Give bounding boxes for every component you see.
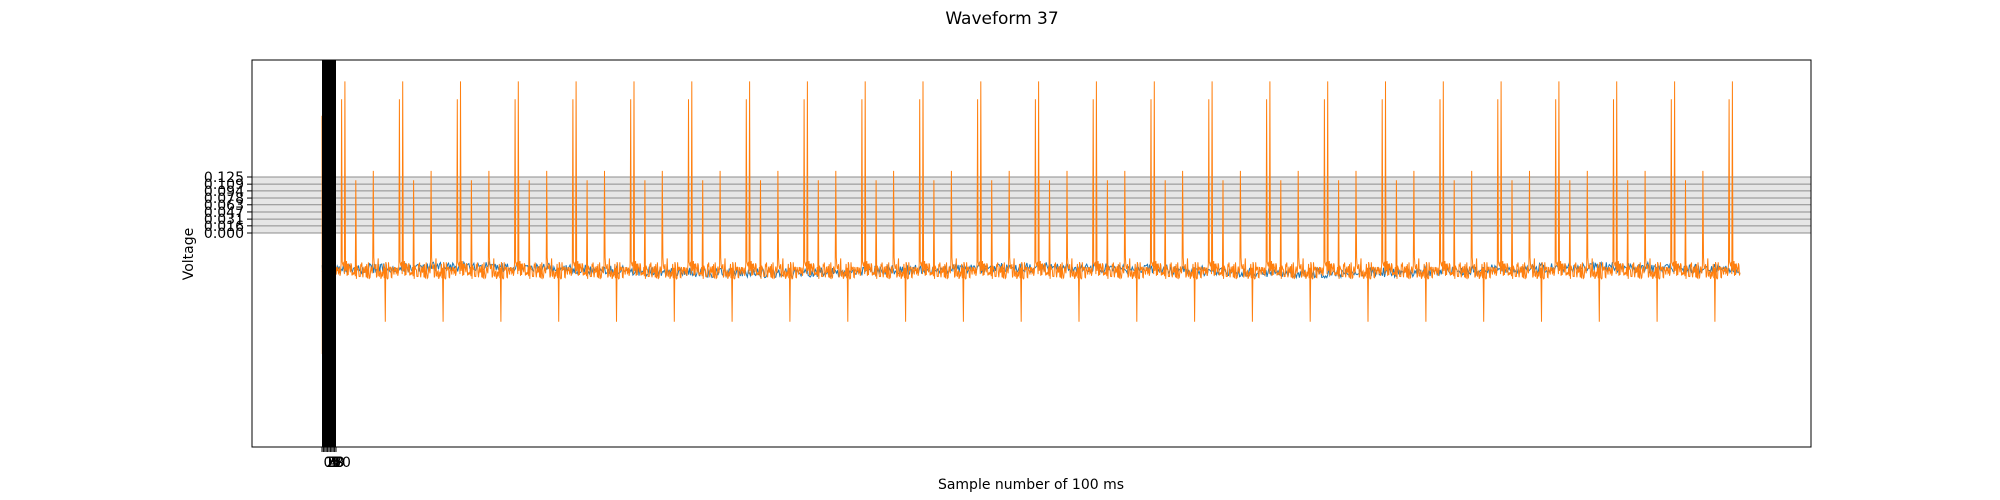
x-tick-label: 1 [325,455,334,471]
y-tick-labels: 0.0000.0160.0310.0470.0630.0780.0940.109… [204,170,252,242]
x-tick-label: 8 [335,455,344,471]
y-tick-label: 0.031 [204,212,244,228]
x-tick-label: 3 [328,455,337,471]
y-tick-label: 0.094 [204,184,244,200]
x-tick-label: 4 [329,455,338,471]
y-tick-label: 0.125 [204,170,244,186]
chart-title: Waveform 37 [945,9,1058,29]
y-tick-label: 0.078 [204,191,244,207]
x-tick-label: 6 [332,455,341,471]
x-tick-label: 5 [331,455,340,471]
y-tick-label: 0.063 [204,198,244,214]
y-tick-label: 0.016 [204,219,244,235]
y-tick-label: 0.047 [204,205,244,221]
y-grid-band [252,176,1811,234]
x-tick-overlap-bar [322,60,336,447]
x-tick-label: 2 [326,455,335,471]
series-line-orange [321,81,1741,322]
y-axis-label: Voltage [181,228,197,281]
x-tick-label: 9 [336,455,345,471]
x-tick-label: 7 [333,455,342,471]
x-tick-label: 10 [333,455,351,471]
plot-background [252,60,1811,447]
plot-area [252,60,1811,447]
x-tick-label: 0 [324,455,333,471]
y-tick-label: 0.109 [204,177,244,193]
y-tick-label: 0.000 [204,226,244,242]
plot-frame [251,59,1812,448]
x-axis-label: Sample number of 100 ms [938,477,1124,493]
